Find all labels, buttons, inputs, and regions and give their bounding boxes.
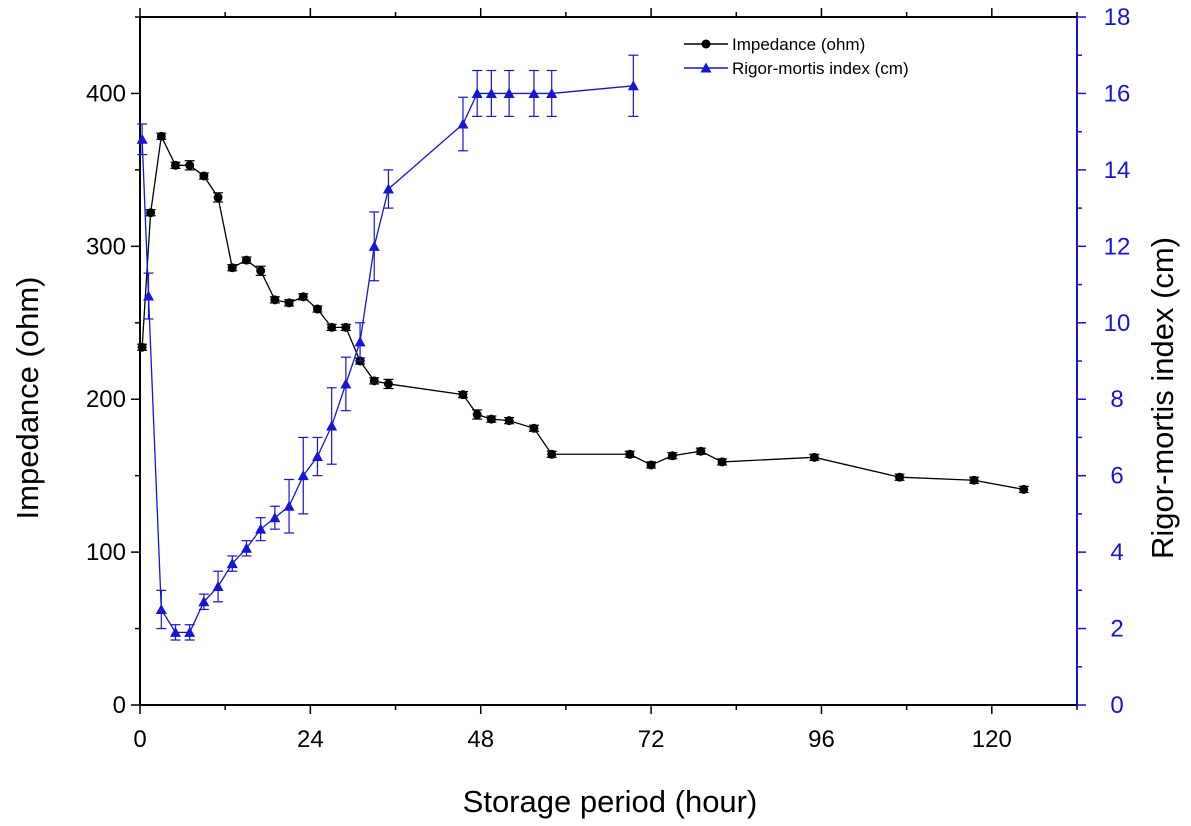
- legend-impedance-label: Impedance (ohm): [732, 35, 865, 54]
- impedance-point: [472, 410, 482, 420]
- impedance-point: [717, 457, 727, 467]
- y-right-tick-label: 8: [1110, 386, 1123, 413]
- rigor-point: [340, 378, 352, 389]
- impedance-point: [383, 379, 393, 389]
- impedance-point: [137, 342, 147, 352]
- x-tick-label: 48: [467, 726, 494, 753]
- y-right-tick-label: 6: [1110, 463, 1123, 490]
- rigor-point: [283, 500, 295, 511]
- legend: Impedance (ohm) Rigor-mortis index (cm): [684, 35, 909, 78]
- rigor-point: [297, 470, 309, 481]
- impedance-series-line: [141, 134, 1024, 491]
- impedance-point: [213, 192, 223, 202]
- rigor-point: [485, 87, 497, 98]
- impedance-point: [1019, 484, 1029, 494]
- rigor-point: [198, 596, 210, 607]
- y-left-tick-label: 100: [86, 539, 126, 566]
- legend-rigor-marker: [700, 62, 712, 73]
- y-right-tick-label: 2: [1110, 616, 1123, 643]
- series-layer: [136, 54, 1029, 641]
- rigor-point: [457, 118, 469, 129]
- x-axis-title: Storage period (hour): [463, 784, 758, 819]
- rigor-series-line: [141, 85, 634, 634]
- impedance-point: [369, 376, 379, 386]
- rigor-point: [627, 80, 639, 91]
- y-right-tick-label: 0: [1110, 692, 1123, 719]
- x-tick-label: 120: [972, 726, 1012, 753]
- rigor-point: [143, 290, 155, 301]
- y-left-tick-label: 0: [113, 692, 126, 719]
- y-left-axis-title: Impedance (ohm): [10, 277, 45, 520]
- y-right-axis-title: Rigor-mortis index (cm): [1145, 237, 1180, 559]
- impedance-point: [969, 475, 979, 485]
- impedance-point: [312, 304, 322, 314]
- impedance-point: [270, 295, 280, 305]
- rigor-point: [255, 523, 267, 534]
- rigor-point: [226, 558, 238, 569]
- x-tick-label: 24: [297, 726, 324, 753]
- rigor-point: [354, 336, 366, 347]
- rigor-point: [169, 626, 181, 637]
- y-right-tick-label: 12: [1104, 233, 1131, 260]
- y-right-tick-label: 18: [1104, 4, 1131, 31]
- rigor-point: [269, 512, 281, 523]
- rigor-point: [528, 87, 540, 98]
- impedance-point: [895, 472, 905, 482]
- y-left-tick-label: 300: [86, 233, 126, 260]
- impedance-point: [696, 446, 706, 456]
- impedance-point: [625, 449, 635, 459]
- x-tick-label: 0: [133, 726, 146, 753]
- impedance-point: [547, 449, 557, 459]
- impedance-point: [256, 266, 266, 276]
- impedance-point: [486, 414, 496, 424]
- x-tick-label: 96: [808, 726, 835, 753]
- impedance-point: [227, 263, 237, 273]
- rigor-point: [471, 87, 483, 98]
- impedance-point: [146, 208, 156, 218]
- y-right-tick-label: 16: [1104, 80, 1131, 107]
- impedance-point: [809, 452, 819, 462]
- rigor-point: [503, 87, 515, 98]
- y-right-tick-label: 10: [1104, 310, 1131, 337]
- impedance-point: [667, 451, 677, 461]
- y-right-tick-label: 4: [1110, 539, 1123, 566]
- impedance-point: [529, 423, 539, 433]
- impedance-point: [646, 460, 656, 470]
- legend-impedance-marker: [701, 39, 711, 49]
- x-tick-label: 72: [638, 726, 665, 753]
- impedance-point: [185, 160, 195, 170]
- impedance-point: [341, 322, 351, 332]
- impedance-point: [298, 292, 308, 302]
- impedance-point: [156, 131, 166, 141]
- rigor-point: [368, 240, 380, 251]
- y-left-tick-label: 200: [86, 386, 126, 413]
- rigor-point: [326, 420, 338, 431]
- impedance-point: [458, 390, 468, 400]
- impedance-point: [170, 160, 180, 170]
- rigor-point: [240, 542, 252, 553]
- rigor-point: [184, 626, 196, 637]
- rigor-point: [136, 133, 148, 144]
- impedance-point: [241, 255, 251, 265]
- rigor-point: [212, 581, 224, 592]
- legend-rigor-label: Rigor-mortis index (cm): [732, 59, 909, 78]
- impedance-point: [504, 416, 514, 426]
- impedance-point: [284, 298, 294, 308]
- y-right-tick-label: 14: [1104, 157, 1131, 184]
- impedance-point: [199, 171, 209, 181]
- rigor-point: [311, 451, 323, 462]
- rigor-point: [382, 183, 394, 194]
- y-left-tick-label: 400: [86, 80, 126, 107]
- rigor-point: [155, 603, 167, 614]
- impedance-point: [327, 322, 337, 332]
- rigor-point: [546, 87, 558, 98]
